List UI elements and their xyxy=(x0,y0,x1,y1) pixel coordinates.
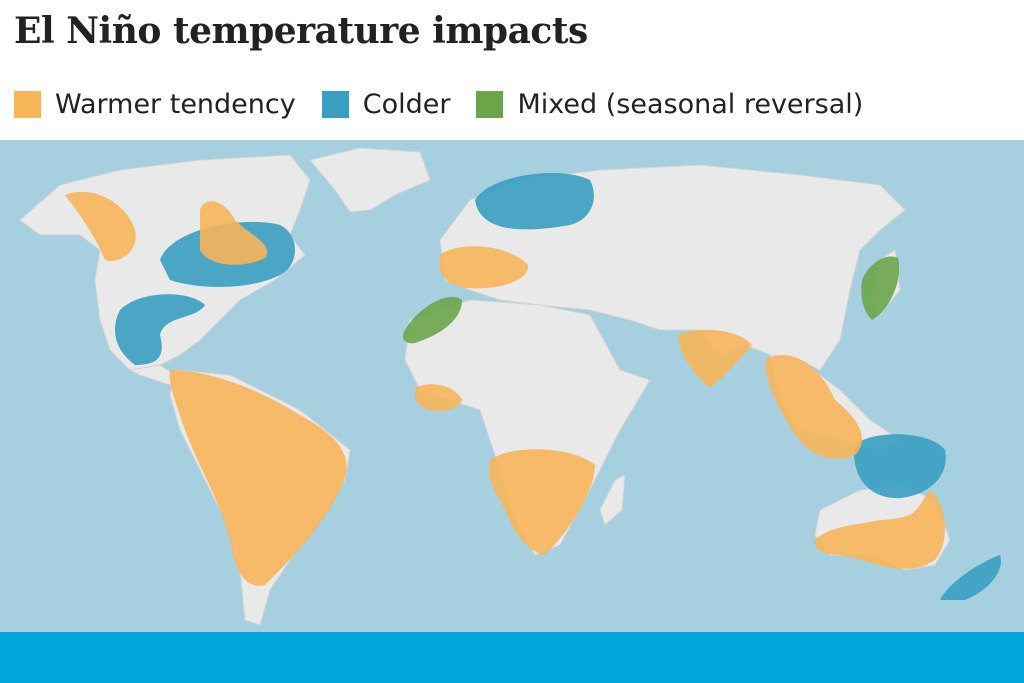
impact-region xyxy=(765,354,863,459)
legend-item: Warmer tendency xyxy=(14,89,296,120)
impact-region xyxy=(678,329,752,388)
legend-item: Colder xyxy=(321,88,451,120)
impact-region xyxy=(861,256,900,320)
legend-label: Colder xyxy=(362,88,451,120)
map xyxy=(0,140,1024,632)
impact-region xyxy=(115,294,205,365)
central-america xyxy=(128,364,176,386)
footer-bar xyxy=(0,632,1024,683)
impact-region xyxy=(200,201,268,265)
legend-swatch xyxy=(476,90,504,118)
title: El Niño temperature impacts xyxy=(14,10,588,52)
legend-item: Mixed (seasonal reversal) xyxy=(476,89,863,120)
legend-swatch xyxy=(321,90,349,118)
impact-region xyxy=(403,296,462,344)
legend-swatch xyxy=(14,90,41,118)
impact-region xyxy=(475,172,594,230)
impact-region xyxy=(854,434,946,499)
impact-region xyxy=(169,370,347,586)
madagascar xyxy=(599,474,626,526)
impact-region xyxy=(65,191,136,261)
legend-label: Mixed (seasonal reversal) xyxy=(517,88,864,120)
greenland xyxy=(309,147,431,213)
regions xyxy=(65,172,1001,600)
legend-label: Warmer tendency xyxy=(55,88,296,120)
impact-region xyxy=(488,449,595,555)
impact-region xyxy=(940,555,1001,600)
impact-region xyxy=(439,246,529,289)
impact-region xyxy=(814,490,945,569)
impact-region xyxy=(415,384,462,412)
legend: Warmer tendency Colder Mixed (seasonal rev… xyxy=(14,86,889,122)
